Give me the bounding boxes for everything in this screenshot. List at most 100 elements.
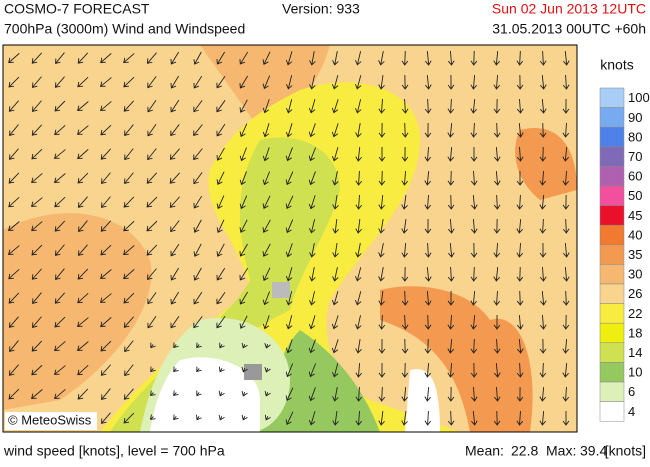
- legend-swatch: [599, 166, 625, 187]
- wind-arrow: [539, 194, 546, 210]
- wind-arrow: [470, 122, 478, 138]
- wind-arrow: [32, 316, 42, 328]
- wind-arrow: [147, 292, 157, 305]
- wind-arrow: [401, 338, 409, 354]
- wind-arrow: [170, 75, 180, 89]
- wind-arrow: [447, 290, 455, 306]
- wind-arrow: [170, 51, 180, 65]
- wind-arrow: [471, 410, 478, 426]
- wind-arrow: [539, 362, 547, 378]
- wind-arrow: [424, 242, 432, 258]
- legend-label: 45: [628, 208, 642, 223]
- wind-arrow: [539, 170, 547, 186]
- wind-arrow: [308, 171, 316, 186]
- wind-arrow: [173, 414, 179, 421]
- wind-arrow: [378, 75, 385, 90]
- wind-arrow: [100, 148, 112, 160]
- wind-arrow: [219, 342, 225, 349]
- wind-arrow: [147, 148, 157, 161]
- wind-arrow: [31, 244, 43, 256]
- wind-arrow: [378, 146, 386, 162]
- wind-arrow: [447, 170, 455, 186]
- wind-arrow: [424, 146, 432, 162]
- wind-arrow: [77, 341, 89, 351]
- wind-arrow: [123, 412, 135, 424]
- wind-arrow: [378, 219, 385, 234]
- wind-arrow: [150, 390, 156, 397]
- wind-arrow: [447, 338, 454, 354]
- wind-arrow: [262, 99, 270, 114]
- wind-arrow: [355, 243, 362, 258]
- wind-arrow: [493, 50, 500, 66]
- wind-arrow: [470, 266, 478, 282]
- wind-arrow: [239, 267, 249, 281]
- wind-arrow: [8, 148, 19, 160]
- wind-arrow: [309, 75, 316, 90]
- wind-arrow: [241, 366, 248, 373]
- wind-arrow: [539, 98, 547, 114]
- wind-arrow: [173, 342, 179, 349]
- wind-arrow: [539, 122, 547, 138]
- wind-arrow: [262, 147, 270, 162]
- wind-arrow: [32, 292, 42, 305]
- wind-arrow: [424, 314, 432, 330]
- wind-arrow: [54, 76, 65, 88]
- wind-arrow: [196, 390, 202, 397]
- wind-arrow: [216, 147, 225, 161]
- wind-arrow: [331, 291, 339, 306]
- wind-arrow: [401, 195, 408, 210]
- wind-arrow: [196, 342, 202, 349]
- legend-swatch: [599, 303, 625, 324]
- legend-label: 22: [628, 306, 642, 321]
- wind-arrow: [285, 411, 294, 426]
- wind-arrow: [54, 100, 66, 112]
- legend-swatch: [599, 107, 625, 128]
- wind-arrow: [562, 170, 570, 186]
- wind-arrow: [241, 390, 248, 397]
- wind-arrow: [447, 50, 455, 66]
- wind-arrow: [239, 147, 247, 162]
- wind-arrow: [539, 50, 547, 66]
- wind-area: [150, 357, 260, 432]
- wind-arrow: [77, 76, 89, 88]
- wind-arrow: [77, 317, 89, 327]
- wind-arrow: [516, 290, 524, 306]
- wind-arrow: [331, 315, 339, 330]
- wind-arrow: [378, 267, 385, 282]
- wind-arrow: [309, 291, 316, 306]
- wind-arrow: [308, 339, 316, 354]
- wind-arrow: [123, 76, 135, 88]
- wind-arrow: [193, 291, 203, 305]
- legend-swatch: [599, 264, 625, 285]
- wind-arrow: [54, 196, 66, 208]
- wind-arrow: [562, 290, 570, 306]
- wind-arrow: [32, 100, 42, 112]
- wind-arrow: [53, 365, 66, 375]
- wind-arrow: [424, 362, 432, 378]
- wind-arrow: [193, 195, 203, 209]
- wind-arrow: [147, 76, 157, 89]
- terrain-mask: [272, 282, 290, 298]
- wind-arrow: [124, 148, 134, 161]
- wind-arrow: [516, 266, 524, 282]
- wind-arrow: [8, 100, 19, 112]
- wind-arrow: [424, 290, 432, 306]
- wind-arrow: [401, 314, 409, 330]
- wind-arrow: [147, 99, 157, 113]
- legend-label: 80: [628, 129, 642, 144]
- wind-arrow: [146, 172, 158, 184]
- wind-arrow: [401, 411, 408, 426]
- wind-arrow: [540, 290, 547, 306]
- terrain-mask: [244, 364, 262, 380]
- wind-arrow: [493, 410, 501, 426]
- wind-arrow: [516, 218, 523, 234]
- wind-arrow: [355, 218, 362, 234]
- wind-arrow: [332, 267, 339, 282]
- wind-arrow: [355, 410, 363, 426]
- wind-arrow: [470, 218, 478, 234]
- wind-arrow: [494, 146, 501, 162]
- wind-arrow: [101, 196, 111, 208]
- legend-swatch: [599, 244, 625, 265]
- wind-arrow: [196, 366, 202, 373]
- wind-arrow: [539, 242, 547, 258]
